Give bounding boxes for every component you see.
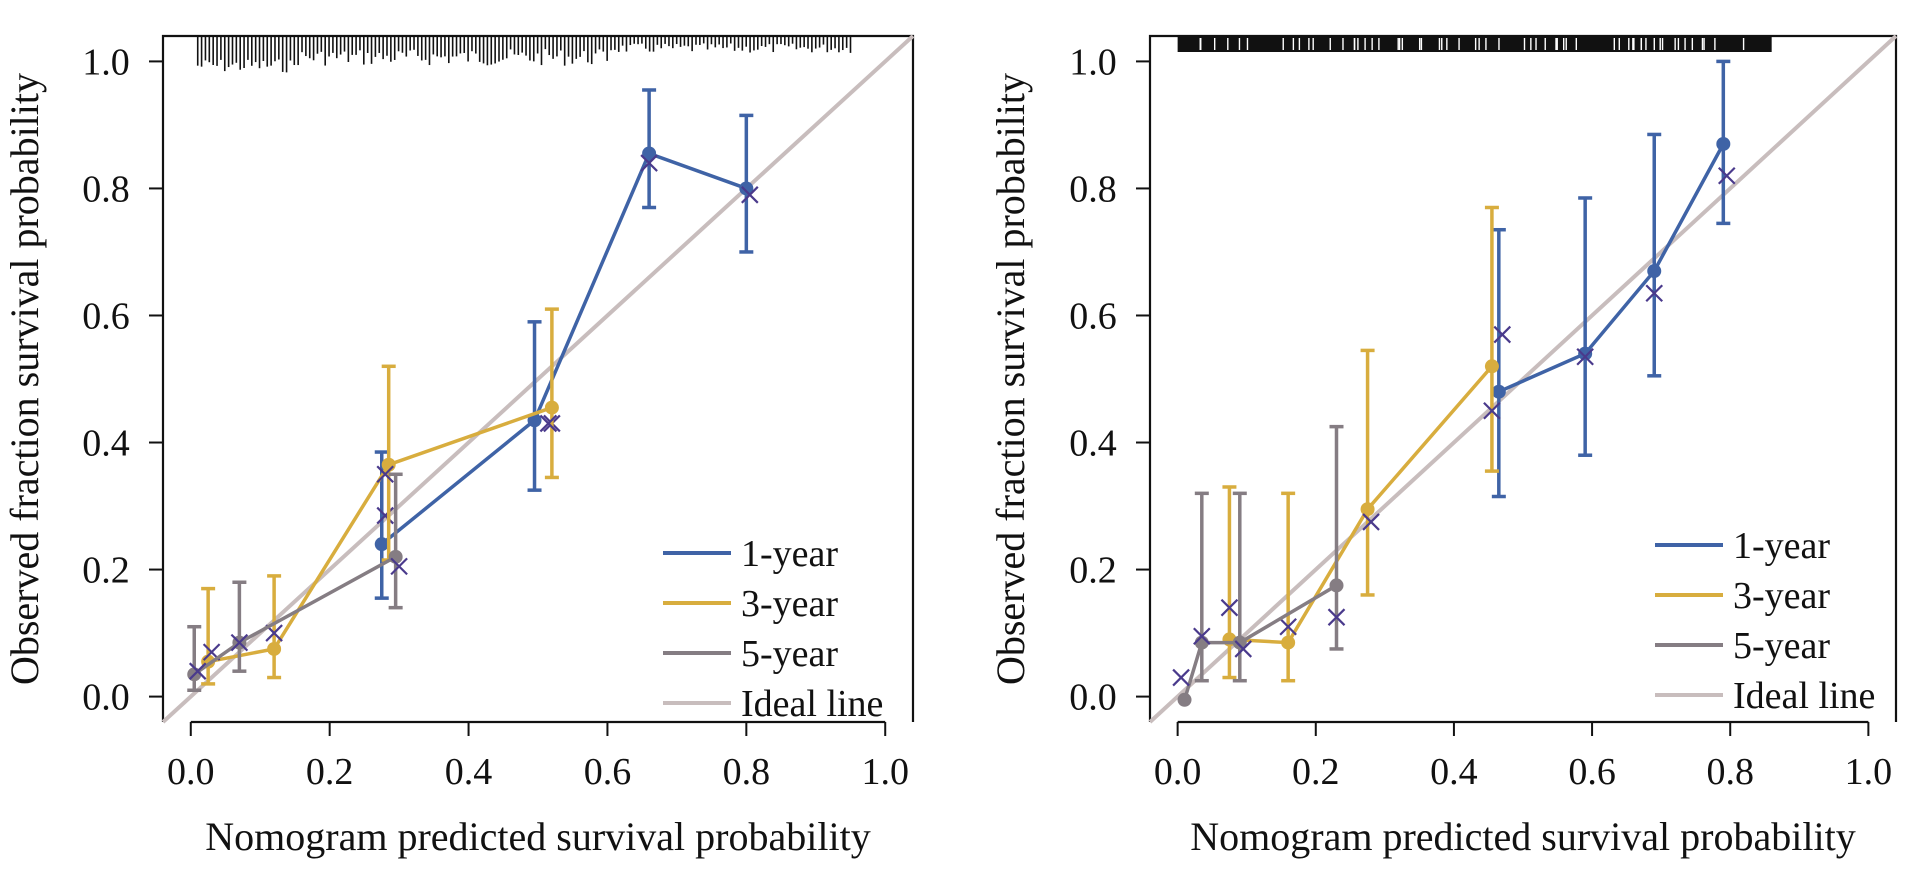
- ideal-line: [1148, 34, 1898, 724]
- x-tick-label: 0.0: [1154, 751, 1202, 793]
- y-tick-label: 0.4: [1069, 423, 1117, 465]
- x-tick-label: 0.0: [167, 751, 215, 793]
- x-tick-label: 0.6: [584, 751, 632, 793]
- x-tick-label: 0.2: [1292, 751, 1340, 793]
- x-tick-label: 0.8: [1706, 751, 1754, 793]
- rug-marks: [196, 36, 852, 73]
- corrected-cross: [1717, 166, 1736, 185]
- x-tick-label: 0.4: [1430, 751, 1478, 793]
- x-tick-label: 0.8: [723, 751, 771, 793]
- series-1-year: [1491, 59, 1736, 499]
- x-axis-title: Nomogram predicted survival probability: [1190, 814, 1855, 859]
- y-tick-label: 0.8: [82, 168, 130, 210]
- legend-label: 3-year: [741, 583, 838, 625]
- y-axis-title: Observed fraction survival probability: [988, 73, 1033, 685]
- legend-label: 5-year: [1733, 625, 1830, 667]
- y-axis-title: Observed fraction survival probability: [2, 73, 47, 685]
- series-5-year: [187, 472, 408, 692]
- legend-label: 5-year: [741, 633, 838, 675]
- x-tick-label: 0.4: [445, 751, 493, 793]
- observed-point: [642, 146, 657, 161]
- corrected-cross: [1220, 598, 1239, 617]
- series-line: [380, 151, 747, 546]
- x-tick-label: 0.6: [1568, 751, 1616, 793]
- observed-point: [267, 641, 282, 656]
- observed-point: [1329, 578, 1344, 593]
- ideal-line: [161, 34, 915, 724]
- observed-point: [1647, 264, 1662, 279]
- series-1-year: [374, 88, 759, 600]
- corrected-cross: [1327, 608, 1346, 626]
- y-tick-label: 0.8: [1069, 168, 1117, 210]
- observed-point: [1484, 359, 1499, 374]
- observed-point: [1716, 136, 1731, 151]
- corrected-cross: [1362, 513, 1380, 531]
- series-line: [1182, 583, 1338, 701]
- observed-point: [739, 181, 754, 196]
- corrected-cross: [390, 557, 408, 576]
- series-5-year: [1172, 424, 1346, 707]
- y-tick-label: 0.4: [82, 423, 130, 465]
- series-line: [1498, 143, 1725, 394]
- y-tick-label: 0.0: [82, 677, 130, 719]
- legend-label: 1-year: [1733, 525, 1830, 567]
- corrected-cross: [202, 643, 221, 661]
- observed-point: [374, 537, 389, 552]
- series-line: [1229, 365, 1494, 645]
- corrected-cross: [265, 624, 283, 642]
- x-axis-title: Nomogram predicted survival probability: [205, 814, 870, 859]
- corrected-cross: [1193, 627, 1211, 646]
- legend-label: Ideal line: [1733, 675, 1875, 717]
- observed-point: [1491, 384, 1506, 399]
- y-tick-label: 0.2: [82, 550, 130, 592]
- corrected-cross: [1493, 325, 1512, 344]
- y-tick-label: 1.0: [82, 41, 130, 83]
- panel-left: 0.0 0.2 0.4 0.6 0.8 1.0 0.0 0.2 0.4 0.6 0.8 1.0 Nomo…: [2, 34, 915, 859]
- series-3-year: [1220, 205, 1501, 683]
- corrected-cross: [1483, 401, 1501, 420]
- corrected-cross: [741, 186, 759, 204]
- observed-point: [544, 400, 559, 415]
- corrected-cross: [1279, 617, 1297, 636]
- corrected-cross: [1645, 284, 1664, 303]
- corrected-cross: [1234, 640, 1253, 658]
- corrected-cross: [376, 465, 395, 484]
- x-tick-label: 1.0: [1845, 751, 1893, 793]
- y-tick-label: 0.6: [1069, 295, 1117, 337]
- x-tick-label: 1.0: [861, 751, 909, 793]
- rug-marks: [1177, 36, 1772, 52]
- panel-right: 0.0 0.2 0.4 0.6 0.8 1.0 0.0 0.2 0.4 0.6 0.8 1.0 Nomo…: [988, 34, 1898, 859]
- y-tick-label: 1.0: [1069, 41, 1117, 83]
- observed-point: [1578, 346, 1593, 361]
- corrected-cross: [376, 506, 395, 525]
- corrected-cross: [1576, 347, 1594, 366]
- y-tick-label: 0.6: [82, 295, 130, 337]
- legend-label: 1-year: [741, 533, 838, 575]
- legend: 1-year 3-year 5-year Ideal line: [1655, 525, 1875, 717]
- x-tick-label: 0.2: [306, 751, 354, 793]
- observed-point: [527, 413, 542, 428]
- corrected-cross: [230, 633, 249, 652]
- observed-point: [1281, 635, 1296, 650]
- legend-label: Ideal line: [741, 683, 883, 725]
- corrected-cross: [640, 154, 658, 172]
- legend-label: 3-year: [1733, 575, 1830, 617]
- y-tick-label: 0.0: [1069, 677, 1117, 719]
- corrected-cross: [539, 414, 558, 433]
- observed-point: [1360, 502, 1375, 517]
- rug-band: [1177, 36, 1772, 52]
- legend: 1-year 3-year 5-year Ideal line: [663, 533, 883, 725]
- observed-point: [1177, 692, 1192, 707]
- corrected-cross: [188, 662, 207, 680]
- corrected-cross: [1172, 668, 1190, 687]
- observed-point: [1232, 635, 1247, 650]
- y-tick-label: 0.2: [1069, 550, 1117, 592]
